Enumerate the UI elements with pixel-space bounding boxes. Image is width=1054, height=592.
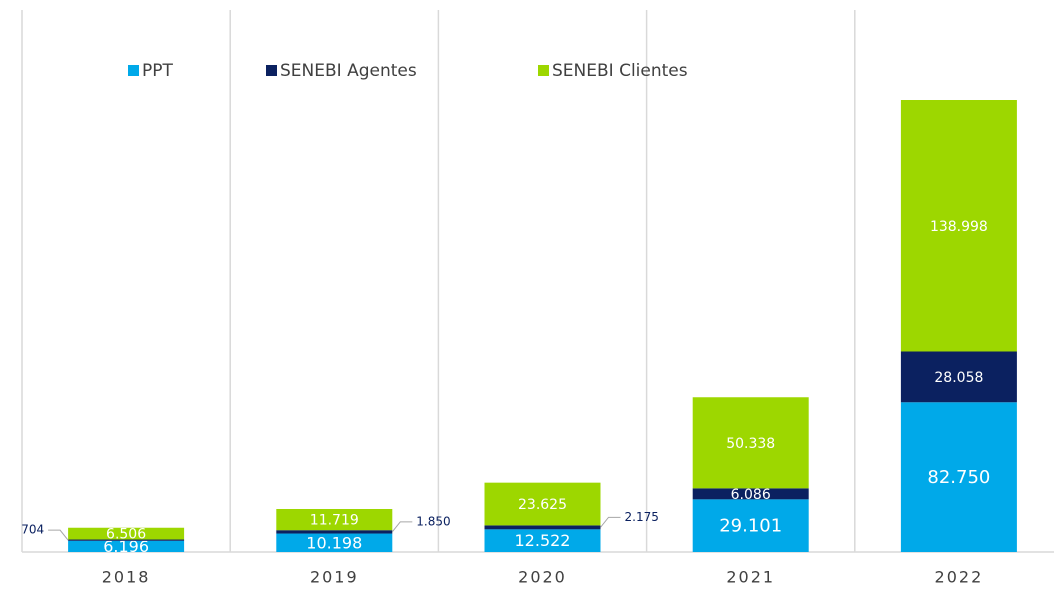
data-label: 23.625 bbox=[518, 497, 567, 513]
bar-segment bbox=[484, 529, 601, 552]
data-label: 12.522 bbox=[515, 531, 571, 550]
leader-line bbox=[48, 529, 69, 541]
bar-segment bbox=[692, 488, 809, 500]
x-tick-label: 2022 bbox=[935, 568, 984, 587]
data-label: 11.719 bbox=[310, 513, 359, 529]
x-tick-label: 2021 bbox=[726, 568, 775, 587]
legend-swatch bbox=[128, 65, 139, 76]
bar-segment bbox=[276, 508, 393, 531]
data-label: 28.058 bbox=[934, 370, 983, 386]
data-label: 6.086 bbox=[731, 487, 771, 503]
data-label: 29.101 bbox=[719, 516, 782, 537]
x-tick-label: 2018 bbox=[102, 568, 151, 587]
legend-label: SENEBI Agentes bbox=[280, 61, 417, 81]
bar-segment bbox=[900, 402, 1017, 552]
bar-segment bbox=[276, 533, 393, 552]
data-label: 10.198 bbox=[306, 533, 362, 552]
legend-label: PPT bbox=[142, 61, 174, 81]
bar-segment bbox=[68, 540, 185, 552]
bar-segment bbox=[692, 397, 809, 489]
legend-label: SENEBI Clientes bbox=[552, 61, 688, 81]
bar-segment bbox=[68, 539, 185, 541]
bar-segment bbox=[276, 530, 393, 534]
data-label: 704 bbox=[21, 523, 44, 537]
bar-segment bbox=[692, 499, 809, 552]
x-tick-label: 2020 bbox=[518, 568, 567, 587]
data-label: 2.175 bbox=[625, 510, 659, 524]
x-tick-label: 2019 bbox=[310, 568, 359, 587]
bar-segment bbox=[900, 351, 1017, 403]
leader-line bbox=[600, 516, 621, 528]
data-label: 6.506 bbox=[106, 527, 146, 543]
legend-swatch bbox=[266, 65, 277, 76]
data-label: 6.196 bbox=[103, 537, 149, 556]
data-label: 82.750 bbox=[927, 467, 990, 488]
bar-segment bbox=[484, 525, 601, 530]
leader-line bbox=[391, 521, 413, 533]
bar-segment bbox=[68, 527, 185, 540]
data-label: 1.850 bbox=[416, 514, 450, 528]
legend-swatch bbox=[538, 65, 549, 76]
data-label: 138.998 bbox=[930, 219, 988, 235]
data-label: 50.338 bbox=[726, 436, 775, 452]
bar-segment bbox=[900, 100, 1017, 352]
bar-segment bbox=[484, 482, 601, 526]
